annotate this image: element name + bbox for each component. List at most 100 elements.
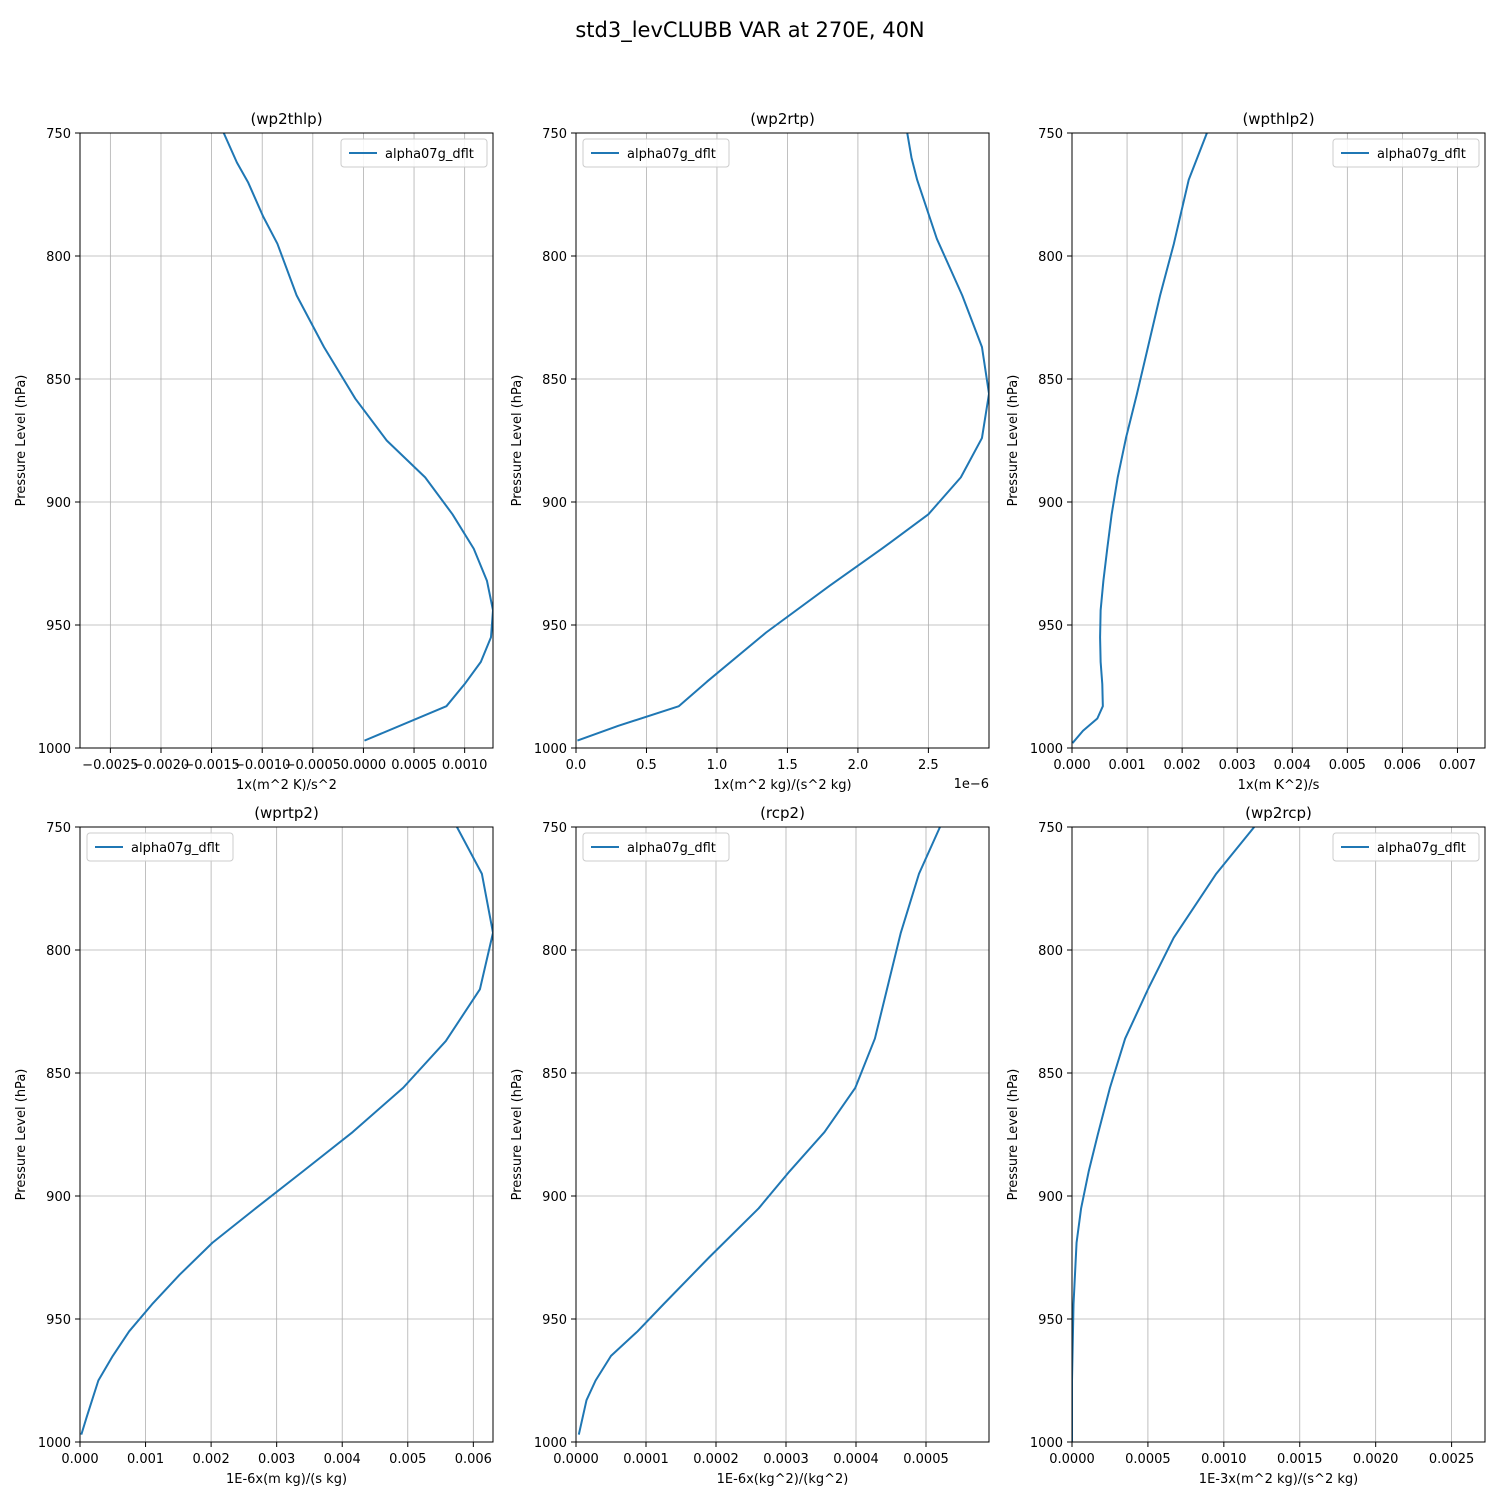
series-line-wpthlp2-0 — [1072, 133, 1208, 744]
x-tick-label-rcp2-2: 0.0002 — [693, 1452, 739, 1467]
legend-label-wp2rcp: alpha07g_dflt — [1377, 841, 1466, 856]
x-tick-label-wprtp2-6: 0.006 — [455, 1452, 492, 1467]
legend-rcp2: alpha07g_dflt — [582, 832, 730, 862]
legend-box-rcp2 — [582, 832, 730, 862]
legend-label-rcp2: alpha07g_dflt — [627, 841, 716, 856]
x-tick-label-wp2rcp-5: 0.0025 — [1429, 1452, 1475, 1467]
x-tick-label-wpthlp2-0: 0.000 — [1053, 758, 1090, 773]
y-tick-label-wpthlp2-2: 850 — [1038, 373, 1063, 388]
x-axis-label-rcp2: 1E-6x(kg^2)/(kg^2) — [717, 1472, 849, 1487]
y-tick-label-wpthlp2-3: 900 — [1038, 496, 1063, 511]
legend-box-wprtp2 — [86, 832, 234, 862]
y-tick-label-wp2rcp-3: 900 — [1038, 1190, 1063, 1205]
y-axis-label-wprtp2: Pressure Level (hPa) — [14, 1069, 29, 1201]
figure-title: std3_levCLUBB VAR at 270E, 40N — [575, 18, 924, 43]
x-offset-label-wp2rtp: 1e−6 — [954, 777, 989, 792]
plot-frame-wp2rcp — [1071, 826, 1486, 1443]
x-tick-label-wp2rtp-3: 1.5 — [777, 758, 798, 773]
legend-wpthlp2: alpha07g_dflt — [1332, 138, 1480, 168]
x-tick-label-wp2thlp-5: 0.0000 — [341, 758, 387, 773]
y-tick-label-wp2rcp-1: 800 — [1038, 944, 1063, 959]
x-tick-label-wp2rcp-3: 0.0015 — [1277, 1452, 1323, 1467]
y-tick-label-rcp2-5: 1000 — [534, 1436, 567, 1451]
legend-label-wp2thlp: alpha07g_dflt — [385, 147, 474, 162]
y-tick-label-wpthlp2-1: 800 — [1038, 250, 1063, 265]
x-tick-label-rcp2-4: 0.0004 — [833, 1452, 879, 1467]
series-line-wprtp2-0 — [80, 827, 493, 1435]
y-axis-label-wp2rcp: Pressure Level (hPa) — [1006, 1069, 1021, 1201]
x-tick-label-wprtp2-3: 0.003 — [258, 1452, 295, 1467]
panel-title-wp2rtp: (wp2rtp) — [750, 110, 815, 128]
panel-wp2rtp: 0.0 0.5 1.0 1.5 2.0 2.5 750 800 850 900 950 1000 1e−… — [510, 110, 990, 793]
x-axis-label-wp2rtp: 1x(m^2 kg)/(s^2 kg) — [713, 778, 851, 793]
x-tick-label-wp2thlp-0: −0.0025 — [82, 758, 138, 773]
series-line-wp2rcp-0 — [1072, 827, 1255, 1442]
y-tick-label-wp2rtp-4: 950 — [542, 619, 567, 634]
x-tick-label-wpthlp2-1: 0.001 — [1108, 758, 1145, 773]
x-tick-label-wp2rcp-0: 0.0000 — [1049, 1452, 1095, 1467]
plot-frame-wp2rtp — [575, 132, 990, 749]
x-axis-label-wpthlp2: 1x(m K^2)/s — [1238, 778, 1320, 793]
y-tick-label-wp2thlp-2: 850 — [46, 373, 71, 388]
y-tick-label-wp2rtp-2: 850 — [542, 373, 567, 388]
panel-title-wp2thlp: (wp2thlp) — [250, 110, 322, 128]
y-axis-label-wp2thlp: Pressure Level (hPa) — [14, 375, 29, 507]
y-tick-label-wprtp2-3: 900 — [46, 1190, 71, 1205]
x-tick-label-wprtp2-2: 0.002 — [193, 1452, 230, 1467]
x-tick-label-wp2rtp-4: 2.0 — [848, 758, 869, 773]
y-axis-label-wpthlp2: Pressure Level (hPa) — [1006, 375, 1021, 507]
x-tick-label-rcp2-0: 0.0000 — [553, 1452, 599, 1467]
plot-frame-wprtp2 — [79, 826, 494, 1443]
legend-box-wp2rtp — [582, 138, 730, 168]
x-tick-label-wp2thlp-2: −0.0015 — [183, 758, 239, 773]
x-tick-label-wprtp2-1: 0.001 — [127, 1452, 164, 1467]
x-tick-label-rcp2-1: 0.0001 — [623, 1452, 669, 1467]
y-tick-label-wp2thlp-4: 950 — [46, 619, 71, 634]
x-tick-label-wpthlp2-6: 0.006 — [1384, 758, 1421, 773]
y-tick-label-wprtp2-4: 950 — [46, 1313, 71, 1328]
y-axis-label-wp2rtp: Pressure Level (hPa) — [510, 375, 525, 507]
y-tick-label-wprtp2-2: 850 — [46, 1067, 71, 1082]
legend-wp2thlp: alpha07g_dflt — [340, 138, 488, 168]
panel-title-wpthlp2: (wpthlp2) — [1242, 110, 1314, 128]
x-tick-label-wpthlp2-2: 0.002 — [1164, 758, 1201, 773]
y-tick-label-rcp2-1: 800 — [542, 944, 567, 959]
legend-wp2rcp: alpha07g_dflt — [1332, 832, 1480, 862]
x-tick-label-wp2rtp-1: 0.5 — [636, 758, 657, 773]
panel-rcp2: 0.0000 0.0001 0.0002 0.0003 0.0004 0.0005 750 8… — [510, 804, 990, 1487]
y-tick-label-rcp2-4: 950 — [542, 1313, 567, 1328]
y-tick-label-wp2rcp-2: 850 — [1038, 1067, 1063, 1082]
y-tick-label-wp2rtp-5: 1000 — [534, 742, 567, 757]
plot-frame-wp2thlp — [79, 132, 494, 749]
x-tick-label-wp2thlp-4: −0.0005 — [285, 758, 341, 773]
y-tick-label-wpthlp2-0: 750 — [1038, 127, 1063, 142]
y-tick-label-wp2thlp-1: 800 — [46, 250, 71, 265]
x-tick-label-wp2rtp-5: 2.5 — [918, 758, 939, 773]
legend-label-wprtp2: alpha07g_dflt — [131, 841, 220, 856]
x-tick-label-wp2thlp-1: −0.0020 — [133, 758, 189, 773]
y-tick-label-wp2thlp-5: 1000 — [38, 742, 71, 757]
x-tick-label-wp2rtp-2: 1.0 — [707, 758, 728, 773]
x-tick-label-wp2thlp-6: 0.0005 — [391, 758, 437, 773]
x-tick-label-wpthlp2-4: 0.004 — [1274, 758, 1311, 773]
y-tick-label-wp2thlp-3: 900 — [46, 496, 71, 511]
plot-frame-rcp2 — [575, 826, 990, 1443]
legend-box-wp2rcp — [1332, 832, 1480, 862]
y-tick-label-wprtp2-5: 1000 — [38, 1436, 71, 1451]
y-tick-label-wp2rtp-1: 800 — [542, 250, 567, 265]
y-tick-label-wp2rtp-3: 900 — [542, 496, 567, 511]
x-tick-label-wp2rcp-1: 0.0005 — [1125, 1452, 1171, 1467]
x-tick-label-wp2thlp-3: −0.0010 — [234, 758, 290, 773]
x-tick-label-wprtp2-5: 0.005 — [389, 1452, 426, 1467]
y-tick-label-wpthlp2-5: 1000 — [1030, 742, 1063, 757]
panel-title-rcp2: (rcp2) — [760, 804, 805, 822]
legend-wp2rtp: alpha07g_dflt — [582, 138, 730, 168]
panel-wprtp2: 0.000 0.001 0.002 0.003 0.004 0.005 0.006 750 80… — [14, 804, 494, 1487]
y-tick-label-wp2thlp-0: 750 — [46, 127, 71, 142]
legend-wprtp2: alpha07g_dflt — [86, 832, 234, 862]
x-tick-label-wp2rtp-0: 0.0 — [566, 758, 587, 773]
legend-box-wp2thlp — [340, 138, 488, 168]
legend-box-wpthlp2 — [1332, 138, 1480, 168]
series-line-rcp2-0 — [577, 827, 941, 1435]
series-line-wp2thlp-0 — [222, 133, 493, 742]
